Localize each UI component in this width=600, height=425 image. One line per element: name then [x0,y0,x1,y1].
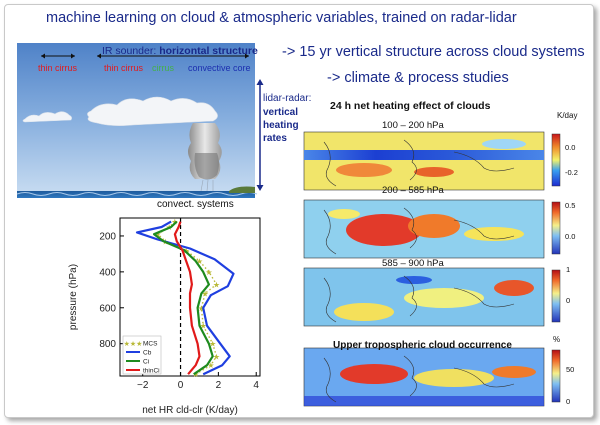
map-panel-3 [303,267,561,327]
series-point-mcs: ★ [192,370,199,379]
schematic-illustration [16,43,264,198]
series-point-mcs: ★ [154,230,161,239]
colorbar-3-tick-top: 1 [566,265,571,274]
colorbar-1 [551,133,561,187]
rates-label: rates [263,133,287,144]
maps-graphic [303,131,561,407]
lidar-radar-label: lidar-radar: [263,93,312,104]
map-label-4: Upper tropospheric cloud occurrence [333,340,512,351]
legend-label-cb: Cb [143,350,152,357]
colorbar-2-tick-bottom: 0.0 [565,232,576,241]
headline-line-2: -> 15 yr vertical structure across cloud… [282,44,585,60]
map-label-3: 585 – 900 hPa [382,258,444,269]
series-line-ci [152,220,214,376]
legend-label-mcs: MCS [143,341,158,348]
ir-sounder-label: IR sounder: horizontal structure [102,45,258,57]
heating-profile-chart: −2 0 2 4 200 400 600 800 ★ ★ ★ ★ ★ ★ ★ ★ ★ ★ ★ ★ ★ ★ ★ ★★★ MCS… [62,212,288,418]
map-panel-2 [303,199,561,259]
vertical-label: vertical [263,107,299,118]
series-point-mcs: ★ [207,361,214,370]
sea-surface [17,191,255,198]
series-point-mcs: ★ [200,322,207,331]
thin-cirrus-label-mid: thin cirrus [104,63,144,73]
colorbar-2-tick-top: 0.5 [565,201,576,210]
island [229,186,255,193]
series-point-mcs: ★ [213,280,220,289]
anvil-cloud [87,96,218,126]
colorbar-1-tick-bottom: -0.2 [565,168,578,177]
map-panel-1 [303,131,561,191]
series-point-mcs: ★ [205,268,212,277]
series-point-mcs: ★ [213,352,220,361]
legend-box [122,335,162,375]
map-panel-4 [303,347,561,407]
colorbar-4-tick-bottom: 0 [566,397,571,406]
legend-swatch-mcs: ★★★ [124,340,143,348]
y-tick-label: 400 [99,267,116,278]
maps-title: 24 h net heating effect of clouds [330,100,491,112]
convective-core-label: convective core [188,63,251,73]
heating-label: heating [263,120,299,131]
map-label-1: 100 – 200 hPa [382,120,444,131]
y-tick-label: 800 [99,339,116,350]
cloud-schematic [16,43,279,216]
thin-cirrus-label-left: thin cirrus [38,63,78,73]
x-axis-label: net HR cld-clr (K/day) [142,405,238,416]
maps-area [300,112,590,412]
thin-cirrus-cloud-left [22,111,72,123]
series-line-mcs [157,221,218,375]
series-point-mcs: ★ [202,289,209,298]
convect-systems-label: convect. systems [157,199,234,210]
colorbar-3 [551,269,561,323]
colorbar-4 [551,349,561,403]
series-line-thinci [173,221,201,375]
series-point-mcs: ★ [196,257,203,266]
legend-label-thinci: thinCi [143,368,160,375]
colorbar-2 [551,201,561,255]
colorbar-unit-1: K/day [557,111,578,120]
x-tick-label: 2 [216,380,222,391]
series-line-cb [135,220,235,376]
colorbar-4-tick-top: 50 [566,365,575,374]
map-label-2: 200 – 585 hPa [382,185,444,196]
x-tick-label: −2 [137,380,149,391]
headline-line-1: machine learning on cloud & atmospheric … [46,10,517,26]
colorbar-3-tick-bottom: 0 [566,296,571,305]
legend-label-ci: Ci [143,359,149,366]
headline-line-3: -> climate & process studies [327,70,509,86]
series-point-mcs: ★ [209,340,216,349]
colorbar-1-tick-top: 0.0 [565,143,576,152]
colorbar-unit-4: % [553,335,561,344]
y-axis-label: pressure (hPa) [68,264,79,330]
y-tick-label: 600 [99,303,116,314]
series-point-mcs: ★ [198,304,205,313]
y-tick-label: 200 [99,231,116,242]
x-tick-label: 4 [253,380,259,391]
cirrus-label: cirrus [152,63,174,73]
plot-frame [119,217,261,377]
x-tick-label: 0 [178,380,184,391]
